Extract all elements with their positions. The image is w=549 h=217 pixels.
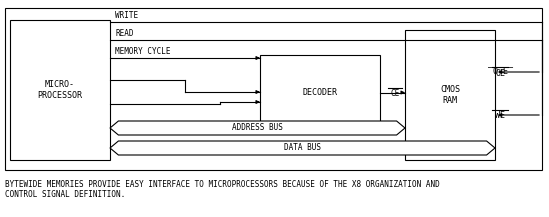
Text: CMOS
RAM: CMOS RAM [440,85,460,105]
Bar [405,30,495,160]
Text: ADDRESS BUS: ADDRESS BUS [232,123,283,133]
Text: CE: CE [390,89,400,98]
Text: MEMORY CYCLE: MEMORY CYCLE [115,47,171,56]
Text: BYTEWIDE MEMORIES PROVIDE EASY INTERFACE TO MICROPROCESSORS BECAUSE OF THE X8 OR: BYTEWIDE MEMORIES PROVIDE EASY INTERFACE… [5,180,440,199]
Text: READ: READ [115,29,133,38]
Polygon shape [110,121,405,135]
Bar [10,20,110,160]
Bar [5,8,542,170]
Text: OE: OE [495,69,505,77]
Text: ̅O̅E̅: ̅O̅E̅ [488,67,513,77]
Bar [260,55,380,130]
Text: MICRO-
PROCESSOR: MICRO- PROCESSOR [37,80,82,100]
Text: WE: WE [495,112,505,120]
Text: WRITE: WRITE [115,11,138,20]
Polygon shape [110,141,495,155]
Text: DATA BUS: DATA BUS [284,143,321,153]
Text: DECODER: DECODER [302,88,338,97]
